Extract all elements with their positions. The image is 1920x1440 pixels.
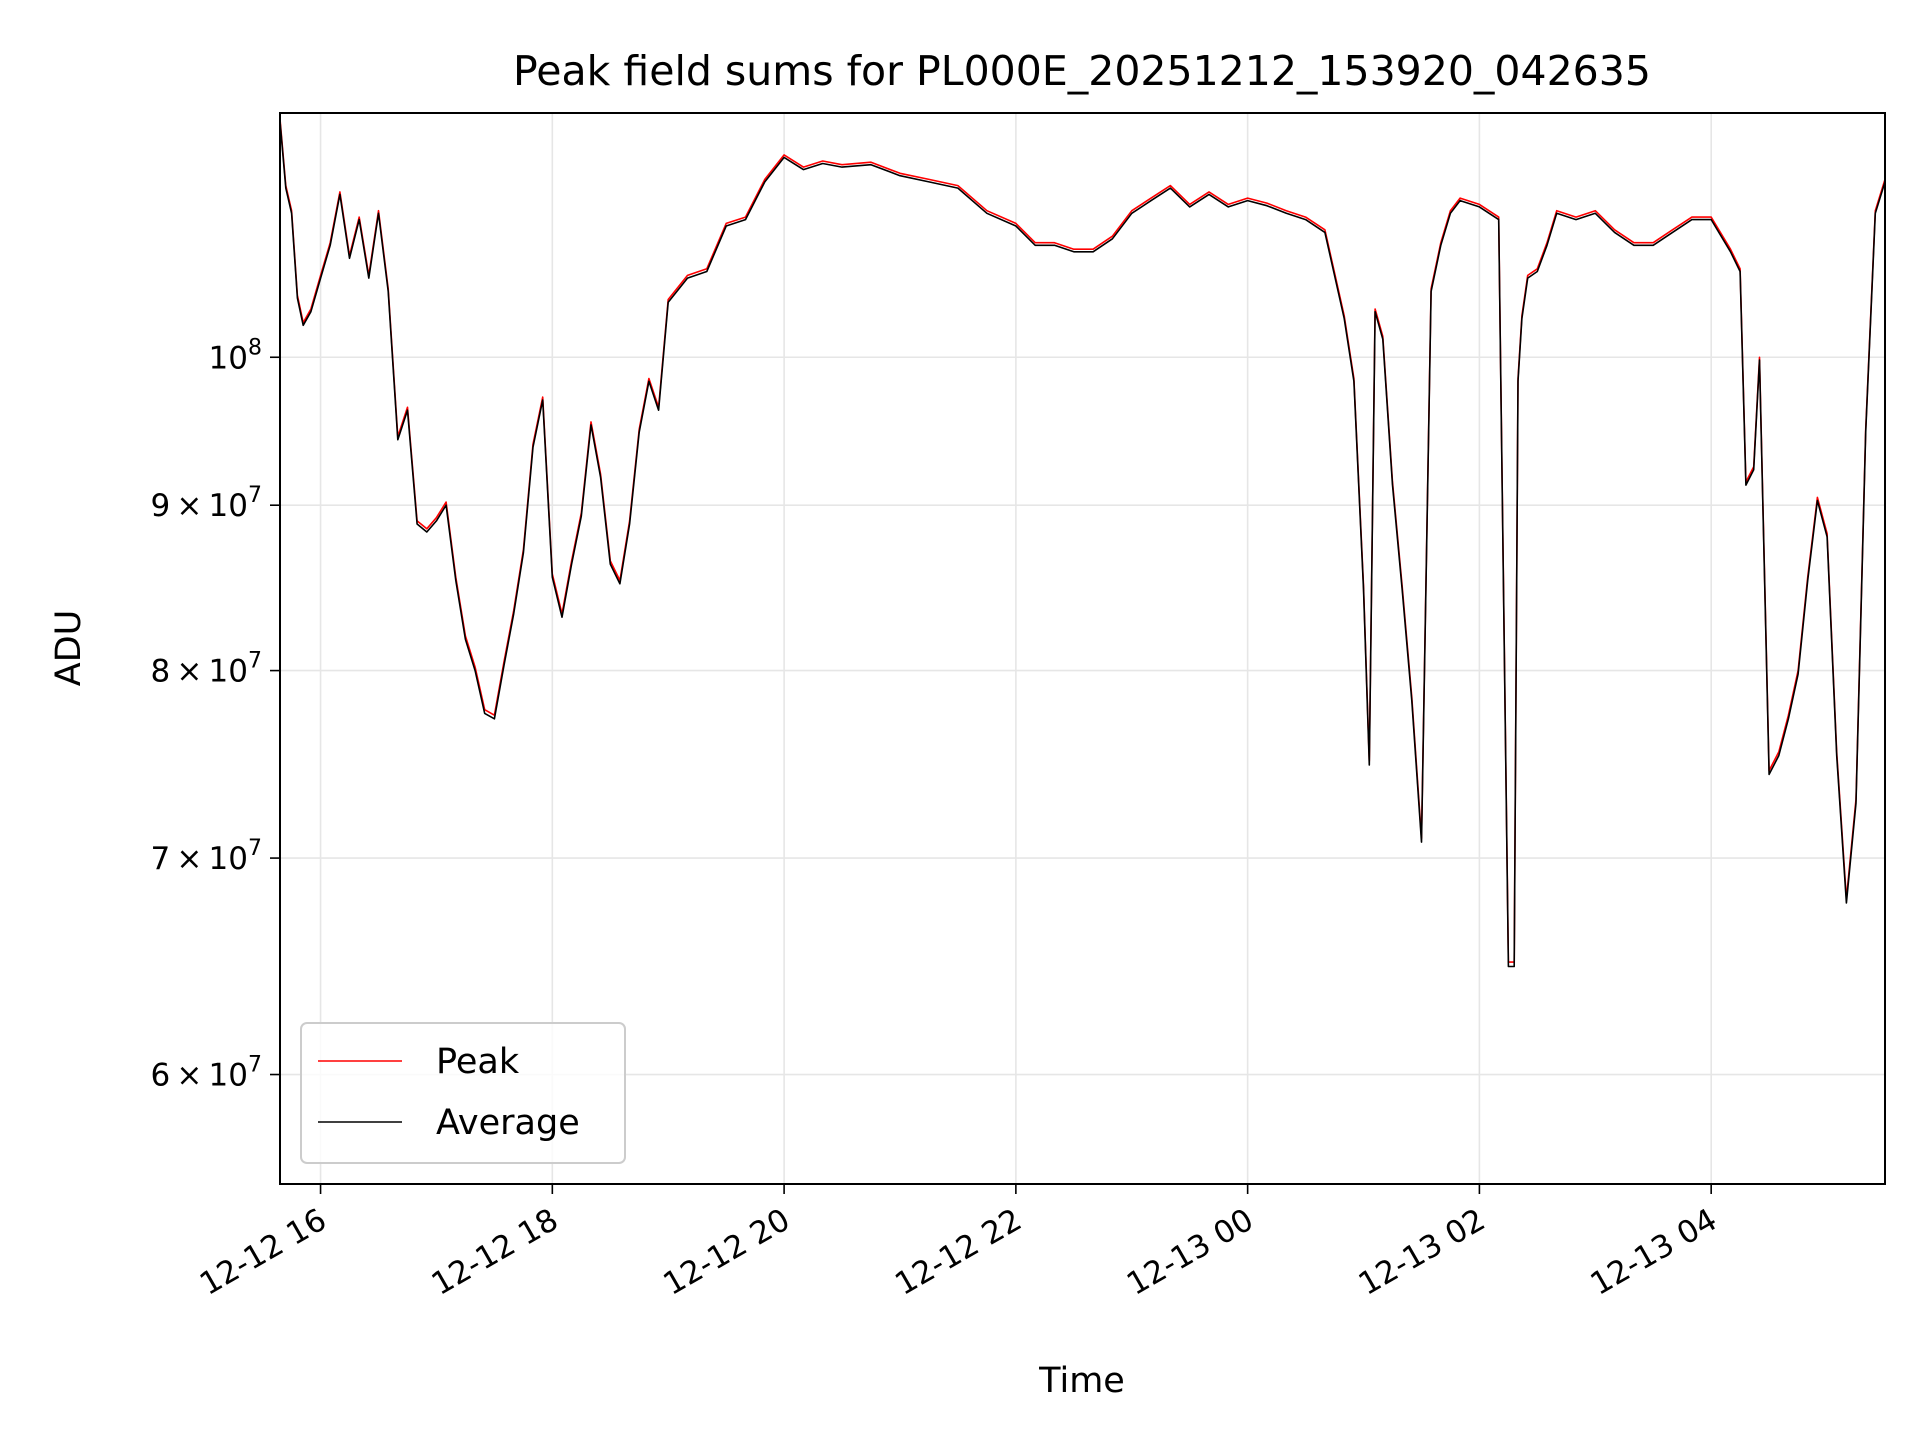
legend-box (300, 1022, 626, 1164)
chart-title: Peak field sums for PL000E_20251212_1539… (513, 47, 1651, 95)
y-tick-label: 7 × 107 (150, 836, 262, 877)
y-tick-label: 8 × 107 (150, 649, 262, 690)
series-line-average (279, 121, 1886, 968)
legend-label-average: Average (436, 1103, 580, 1143)
y-tick-label: 6 × 107 (150, 1053, 262, 1094)
y-tick-label: 108 (209, 335, 262, 376)
y-axis-title: ADU (49, 610, 89, 687)
series-layer (279, 118, 1886, 968)
legend-label-peak: Peak (436, 1042, 520, 1082)
y-tick-label: 9 × 107 (150, 483, 262, 524)
legend: Peak Average (300, 1022, 626, 1164)
plot-frame (279, 112, 1886, 1185)
x-axis-title: Time (1038, 1361, 1125, 1401)
